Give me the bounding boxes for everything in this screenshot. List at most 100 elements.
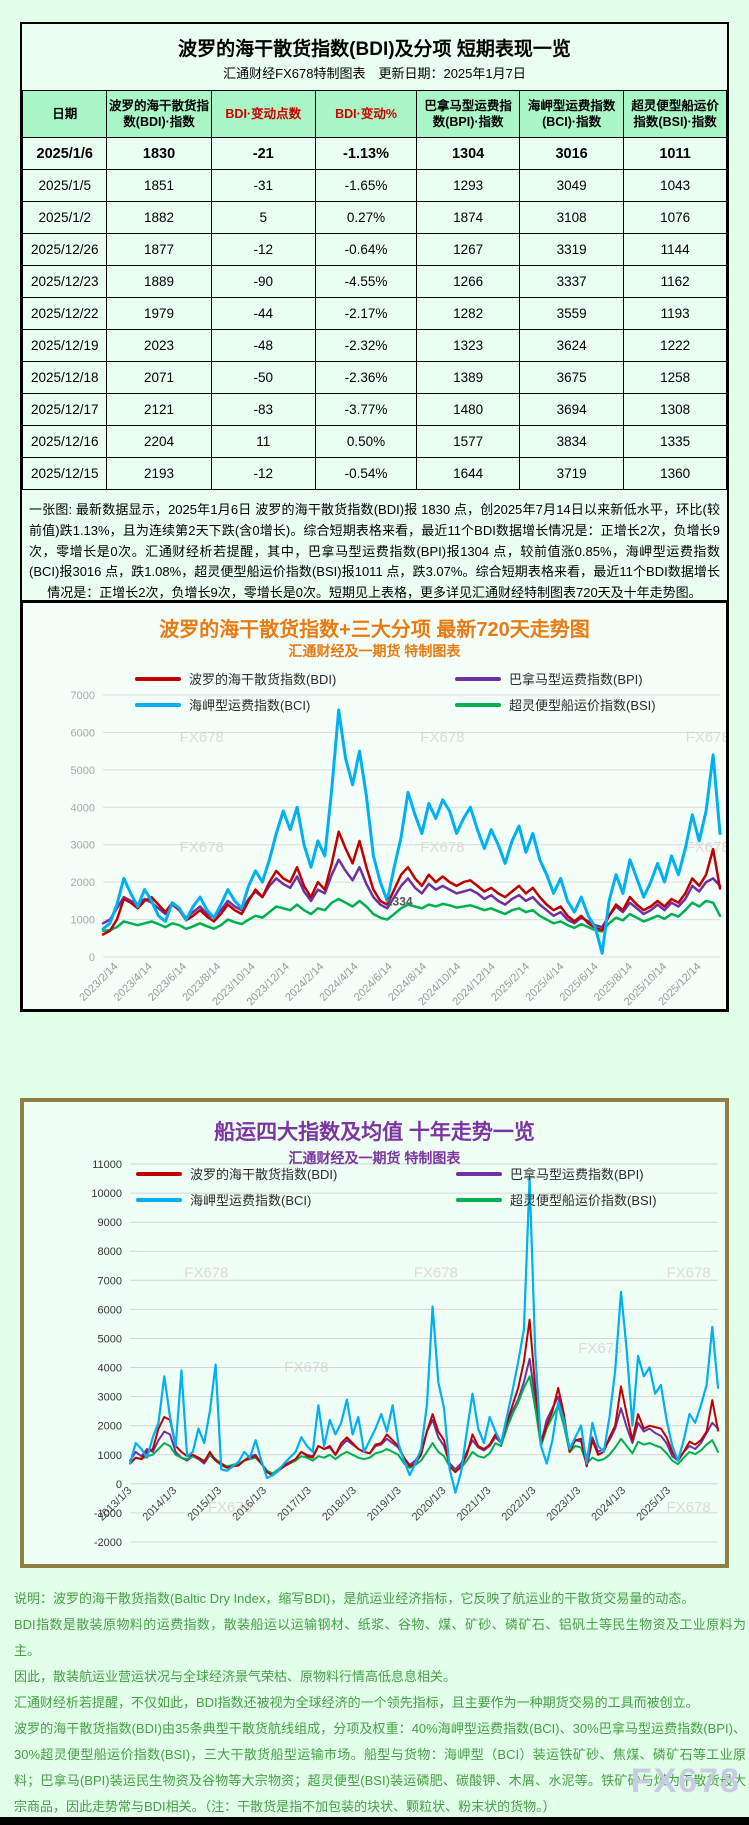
column-header: BDI·变动% (314, 90, 418, 138)
table-row: 2025/12/18 2071 -50 -2.36% 1389 3675 1258 (21, 361, 727, 394)
x-axis-label: 2020/1/3 (410, 1485, 449, 1524)
footnote-text: 说明：波罗的海干散货指数(Baltic Dry Index，缩写BDI)，是航运… (14, 1586, 746, 1820)
chart-watermark: FX678 (666, 1264, 710, 1281)
table-cell: 1389 (416, 361, 520, 394)
x-axis-label: 2021/1/3 (455, 1485, 494, 1524)
table-cell: 1043 (623, 169, 727, 202)
y-axis-label: 3000 (98, 1392, 122, 1404)
table-cell: 1282 (416, 297, 520, 330)
chart-720day-subtitle: 汇通财经及一期货 特制图表 (288, 643, 461, 659)
table-cell: 1851 (106, 169, 212, 202)
y-axis-label: 0 (89, 952, 95, 964)
table-cell: 3049 (518, 169, 625, 202)
column-header: 波罗的海干散货指数(BDI)·指数 (106, 90, 212, 138)
table-cell: 2025/12/23 (21, 265, 108, 298)
table-row: 2025/12/22 1979 -44 -2.17% 1282 3559 1193 (21, 297, 727, 330)
table-cell: 1193 (623, 297, 727, 330)
table-cell: 2204 (106, 425, 212, 458)
chart-watermark: FX678 (184, 1264, 228, 1281)
table-cell: 2025/12/17 (21, 393, 108, 426)
table-header-row: 日期 波罗的海干散货指数(BDI)·指数 BDI·变动点数 BDI·变动% 巴拿马型运费… (21, 90, 727, 138)
x-axis-label: 2024/1/3 (589, 1485, 628, 1524)
chart-watermark: FX678 (208, 1499, 252, 1516)
table-cell: 2023 (106, 329, 212, 362)
y-axis-label: 9000 (98, 1217, 122, 1229)
y-axis-label: 7000 (71, 690, 95, 702)
series-line-1 (101, 858, 722, 929)
table-row: 2025/12/15 2193 -12 -0.54% 1644 3719 1360 (21, 457, 727, 490)
table-cell: 11 (210, 425, 316, 458)
table-cell: 3624 (518, 329, 625, 362)
table-cell: 3337 (518, 265, 625, 298)
table-cell: -48 (210, 329, 316, 362)
x-axis-label: 2014/1/3 (141, 1485, 180, 1524)
chart-watermark: FX678 (686, 839, 726, 856)
x-axis-label: 2019/1/3 (365, 1485, 404, 1524)
table-cell: 3108 (518, 201, 625, 234)
footnote-paragraph: 汇通财经析若提醒，不仅如此，BDI指数还被视为全球经济的一个领先指标，且主要作为… (14, 1695, 699, 1710)
table-cell: -90 (210, 265, 316, 298)
footnote-paragraph: 波罗的海干散货指数(BDI)由35条典型干散货航线组成，分项及权重：40%海岬型… (14, 1721, 746, 1814)
table-cell: 2025/12/22 (21, 297, 108, 330)
table-row: 2025/12/26 1877 -12 -0.64% 1267 3319 1144 (21, 233, 727, 266)
footnote-paragraph: 说明：波罗的海干散货指数(Baltic Dry Index，缩写BDI)，是航运… (14, 1591, 695, 1606)
table-row: 2025/12/19 2023 -48 -2.32% 1323 3624 1222 (21, 329, 727, 362)
series-line-2 (101, 708, 722, 955)
table-cell: -21 (210, 137, 316, 170)
table-cell: -50 (210, 361, 316, 394)
table-cell: 3719 (518, 457, 625, 490)
chart-watermark: FX678 (578, 1340, 622, 1357)
y-axis-label: 6000 (71, 727, 95, 739)
table-cell: 1162 (623, 265, 727, 298)
series-line-0 (129, 1318, 719, 1477)
table-cell: 1144 (623, 233, 727, 266)
y-axis-label: 5000 (71, 765, 95, 777)
table-cell: 1644 (416, 457, 520, 490)
y-axis-label: 11000 (92, 1159, 122, 1171)
chart-watermark: FX678 (420, 839, 464, 856)
table-row: 2025/1/6 1830 -21 -1.13% 1304 3016 1011 (21, 137, 727, 170)
table-cell: 1874 (416, 201, 520, 234)
chart-10year-title: 船运四大指数及均值 十年走势一览 (214, 1121, 535, 1144)
y-axis-label: 7000 (98, 1275, 122, 1287)
table-cell: 1577 (416, 425, 520, 458)
y-axis-label: 8000 (98, 1246, 122, 1258)
table-cell: 1267 (416, 233, 520, 266)
series-line-0 (101, 830, 722, 936)
table-row: 2025/1/2 1882 5 0.27% 1874 3108 1076 (21, 201, 727, 234)
column-header: 巴拿马型运费指数(BPI)·指数 (416, 90, 520, 138)
table-cell: -2.17% (314, 297, 418, 330)
table-cell: -0.54% (314, 457, 418, 490)
y-axis-label: 2000 (71, 877, 95, 889)
table-cell: -2.36% (314, 361, 418, 394)
table-cell: 2025/12/18 (21, 361, 108, 394)
y-axis-label: 3000 (71, 840, 95, 852)
table-subtitle: 汇通财经FX678特制图表 更新日期：2025年1月7日 (223, 66, 526, 81)
chart-720day-block: 7000 6000 5000 4000 3000 2000 1000 0 2023/2/14 20… (20, 600, 729, 1012)
table-cell: 2025/12/19 (21, 329, 108, 362)
table-cell: 1304 (416, 137, 520, 170)
table-cell: -0.64% (314, 233, 418, 266)
bdi-short-term-table: 日期 波罗的海干散货指数(BDI)·指数 BDI·变动点数 BDI·变动% 巴拿马型运费… (21, 90, 727, 490)
table-cell: 1293 (416, 169, 520, 202)
chart-watermark: FX678 (420, 729, 464, 746)
table-cell: 1830 (106, 137, 212, 170)
table-row: 2025/1/5 1851 -31 -1.65% 1293 3049 1043 (21, 169, 727, 202)
y-axis-label: 5000 (98, 1334, 122, 1346)
chart-watermark: FX678 (180, 729, 224, 746)
column-header: 海岬型运费指数(BCI)·指数 (518, 90, 625, 138)
table-cell: -2.32% (314, 329, 418, 362)
table-row: 2025/12/16 2204 11 0.50% 1577 3834 1335 (21, 425, 727, 458)
y-axis-label: 4000 (71, 802, 95, 814)
table-cell: 3694 (518, 393, 625, 426)
short-term-table-block: 波罗的海干散货指数(BDI)及分项 短期表现一览 汇通财经FX678特制图表 更… (20, 22, 729, 616)
y-axis-label: 10000 (91, 1188, 122, 1200)
table-cell: -83 (210, 393, 316, 426)
column-header: BDI·变动点数 (210, 90, 316, 138)
table-cell: -4.55% (314, 265, 418, 298)
table-cell: 1360 (623, 457, 727, 490)
bottom-black-bar (0, 1817, 749, 1825)
table-cell: 1882 (106, 201, 212, 234)
table-cell: 1258 (623, 361, 727, 394)
